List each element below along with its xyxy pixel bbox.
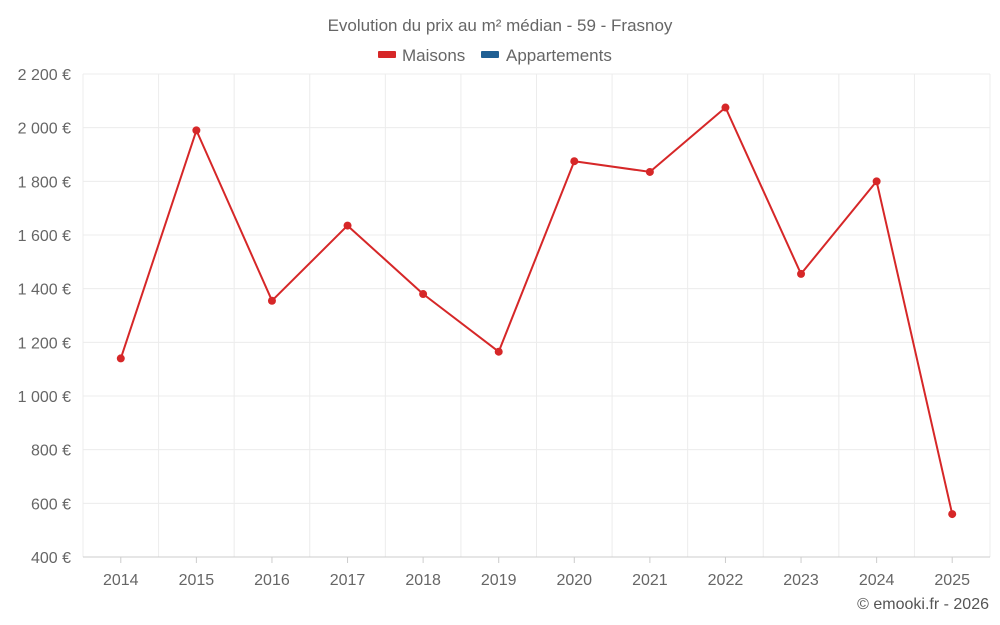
data-point-maisons-2020[interactable] <box>570 157 579 166</box>
x-tick-label: 2014 <box>103 572 139 589</box>
x-tick-label: 2020 <box>556 572 592 589</box>
y-tick-label: 800 € <box>31 443 71 460</box>
series-maisons <box>116 103 957 519</box>
x-tick-label: 2024 <box>859 572 895 589</box>
data-point-maisons-2014[interactable] <box>116 354 125 363</box>
y-tick-label: 1 000 € <box>18 389 71 406</box>
gridlines <box>82 73 991 557</box>
y-tick-label: 600 € <box>31 496 71 513</box>
data-point-maisons-2018[interactable] <box>419 290 428 299</box>
x-tick-label: 2021 <box>632 572 668 589</box>
y-tick-label: 1 800 € <box>18 174 71 191</box>
legend-item-maisons[interactable]: Maisons <box>378 46 465 65</box>
data-point-maisons-2024[interactable] <box>872 177 881 186</box>
data-point-maisons-2016[interactable] <box>267 296 276 305</box>
y-tick-label: 1 400 € <box>18 282 71 299</box>
data-point-maisons-2022[interactable] <box>721 103 730 112</box>
x-axis-ticks: 2014 2015 2016 2017 2018 2019 2020 2021 2022 2023… <box>103 557 970 589</box>
data-point-maisons-2015[interactable] <box>192 126 201 135</box>
credit-text: © emooki.fr - 2026 <box>857 596 989 613</box>
y-tick-label: 2 000 € <box>18 121 71 138</box>
data-point-maisons-2017[interactable] <box>343 221 352 230</box>
legend-label-appartements: Appartements <box>506 46 612 65</box>
data-point-maisons-2023[interactable] <box>797 269 806 278</box>
legend-label-maisons: Maisons <box>402 46 465 65</box>
x-tick-label: 2018 <box>405 572 441 589</box>
data-point-maisons-2019[interactable] <box>494 347 503 356</box>
x-tick-label: 2025 <box>934 572 970 589</box>
legend-item-appartements[interactable]: Appartements <box>481 46 612 65</box>
y-tick-label: 1 200 € <box>18 335 71 352</box>
data-point-maisons-2025[interactable] <box>948 510 957 519</box>
chart-title: Evolution du prix au m² médian - 59 - Fr… <box>328 16 673 35</box>
y-tick-label: 1 600 € <box>18 228 71 245</box>
legend-swatch-appartements <box>481 51 499 58</box>
x-tick-label: 2017 <box>330 572 366 589</box>
legend: Maisons Appartements <box>378 46 612 65</box>
y-tick-label: 400 € <box>31 550 71 567</box>
data-point-maisons-2021[interactable] <box>645 167 654 176</box>
x-tick-label: 2022 <box>708 572 744 589</box>
x-tick-label: 2023 <box>783 572 819 589</box>
y-tick-label: 2 200 € <box>18 67 71 84</box>
x-tick-label: 2019 <box>481 572 517 589</box>
x-tick-label: 2015 <box>179 572 215 589</box>
y-axis-ticks: 400 € 600 € 800 € 1 000 € 1 200 € 1 400 € 1 60… <box>18 67 71 567</box>
series-line-maisons <box>119 106 954 515</box>
legend-swatch-maisons <box>378 51 396 58</box>
x-tick-label: 2016 <box>254 572 290 589</box>
